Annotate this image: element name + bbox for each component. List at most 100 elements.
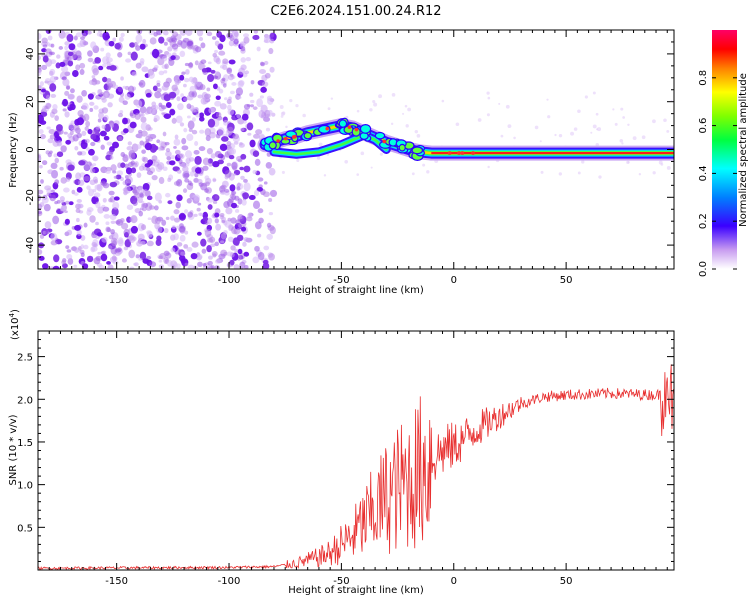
x-tick-label: 0 xyxy=(451,576,457,587)
noise-speck xyxy=(101,250,107,255)
noise-speck xyxy=(204,188,209,193)
noise-speck xyxy=(68,122,74,130)
noise-speck xyxy=(222,58,229,65)
noise-speck xyxy=(191,77,198,85)
noise-speck xyxy=(229,184,236,192)
noise-speck xyxy=(202,157,210,166)
noise-speck xyxy=(269,38,275,44)
noise-speck xyxy=(182,188,188,193)
noise-speck xyxy=(207,118,216,128)
noise-speck xyxy=(316,156,321,160)
noise-speck xyxy=(241,199,247,206)
noise-speck xyxy=(215,111,222,118)
noise-speck xyxy=(620,107,624,111)
noise-speck xyxy=(200,42,206,49)
noise-speck xyxy=(254,245,260,252)
noise-speck xyxy=(46,103,52,108)
noise-speck xyxy=(140,121,148,131)
noise-speck xyxy=(573,127,578,131)
noise-speck xyxy=(196,30,204,37)
noise-speck xyxy=(106,261,111,265)
noise-speck xyxy=(246,122,254,131)
noise-speck xyxy=(547,115,551,119)
noise-speck xyxy=(224,189,230,193)
noise-speck xyxy=(226,162,232,167)
noise-speck xyxy=(38,114,45,124)
noise-speck xyxy=(156,139,161,144)
noise-speck xyxy=(167,46,173,52)
noise-speck xyxy=(120,162,126,168)
noise-speck xyxy=(105,168,112,174)
noise-speck xyxy=(238,67,245,75)
noise-speck xyxy=(156,30,163,36)
noise-speck xyxy=(76,42,83,48)
noise-speck xyxy=(219,34,226,43)
noise-speck xyxy=(218,253,226,260)
noise-speck xyxy=(252,150,260,157)
noise-speck xyxy=(390,122,394,126)
noise-speck xyxy=(369,108,373,112)
noise-speck xyxy=(250,80,255,85)
noise-speck xyxy=(266,233,274,240)
noise-speck xyxy=(151,215,158,225)
snr-y-label: SNR (10 * v/v) xyxy=(8,414,19,485)
signal-peak xyxy=(276,139,280,143)
noise-speck xyxy=(86,185,91,190)
noise-speck xyxy=(87,30,92,35)
noise-speck xyxy=(146,230,152,235)
noise-speck xyxy=(62,98,69,107)
noise-speck xyxy=(285,125,288,129)
noise-speck xyxy=(85,120,91,128)
noise-speck xyxy=(128,152,136,161)
noise-speck xyxy=(219,212,225,218)
noise-speck xyxy=(61,260,67,265)
noise-speck xyxy=(49,83,57,92)
noise-speck xyxy=(199,112,205,119)
noise-speck xyxy=(243,165,251,173)
noise-speck xyxy=(185,157,191,164)
noise-speck xyxy=(280,115,284,118)
noise-speck xyxy=(121,258,127,263)
noise-speck xyxy=(99,130,107,137)
noise-speck xyxy=(42,65,47,70)
noise-speck xyxy=(136,187,143,193)
noise-speck xyxy=(402,112,405,115)
noise-speck xyxy=(97,89,102,93)
noise-speck xyxy=(110,164,117,172)
noise-speck xyxy=(120,76,124,81)
noise-speck xyxy=(186,198,192,204)
noise-speck xyxy=(176,242,183,247)
noise-speck xyxy=(252,169,258,175)
noise-speck xyxy=(257,233,262,238)
noise-speck xyxy=(207,255,213,260)
noise-speck xyxy=(505,104,510,109)
noise-speck xyxy=(186,115,191,119)
noise-speck xyxy=(94,184,101,191)
spectrogram-y-label: Frequency (Hz) xyxy=(8,112,19,188)
noise-speck xyxy=(106,65,112,70)
snr-frame xyxy=(37,330,675,571)
noise-speck xyxy=(129,121,137,129)
spectrogram-marks xyxy=(38,30,674,269)
snr-exponent-close: ) xyxy=(10,309,21,313)
noise-speck xyxy=(223,97,228,101)
noise-speck xyxy=(658,160,663,165)
noise-speck xyxy=(46,192,52,197)
noise-speck xyxy=(75,208,81,214)
noise-speck xyxy=(207,61,212,65)
noise-speck xyxy=(200,238,207,247)
noise-speck xyxy=(174,134,179,140)
noise-speck xyxy=(101,107,109,114)
noise-speck xyxy=(171,84,178,92)
noise-speck xyxy=(177,103,184,111)
noise-speck xyxy=(183,77,190,83)
noise-speck xyxy=(152,85,158,92)
noise-speck xyxy=(269,189,278,197)
noise-speck xyxy=(49,134,55,140)
noise-speck xyxy=(94,57,102,64)
noise-speck xyxy=(156,235,162,242)
noise-speck xyxy=(117,136,123,141)
noise-speck xyxy=(202,216,209,222)
noise-speck xyxy=(249,99,255,104)
noise-speck xyxy=(208,162,213,167)
